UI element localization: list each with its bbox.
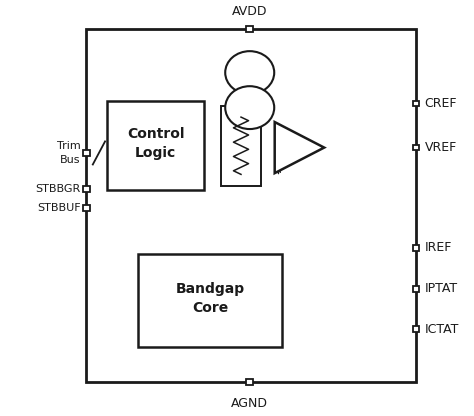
- Text: IPTAT: IPTAT: [425, 282, 458, 295]
- Bar: [413, 101, 419, 106]
- Bar: [138, 254, 282, 347]
- Text: STBBGR: STBBGR: [35, 184, 81, 194]
- Text: STBBUF: STBBUF: [37, 203, 81, 213]
- Text: Control: Control: [127, 127, 184, 141]
- Text: CREF: CREF: [425, 97, 457, 110]
- Bar: [246, 27, 253, 32]
- Bar: [86, 29, 416, 381]
- Bar: [83, 150, 90, 156]
- Bar: [83, 186, 90, 192]
- Bar: [413, 245, 419, 250]
- Text: AVDD: AVDD: [232, 5, 267, 18]
- Text: Core: Core: [192, 301, 228, 314]
- Bar: [221, 106, 261, 186]
- Polygon shape: [275, 122, 324, 173]
- Circle shape: [225, 86, 274, 129]
- Text: Logic: Logic: [135, 146, 176, 160]
- Bar: [413, 286, 419, 292]
- Bar: [246, 379, 253, 384]
- Text: ICTAT: ICTAT: [425, 323, 459, 336]
- Text: Trim: Trim: [57, 141, 81, 151]
- Circle shape: [225, 51, 274, 94]
- Bar: [108, 102, 204, 190]
- Text: Bus: Bus: [60, 155, 81, 166]
- Text: Bandgap: Bandgap: [175, 282, 245, 296]
- Bar: [83, 205, 90, 210]
- Text: IREF: IREF: [425, 241, 452, 254]
- Text: VREF: VREF: [425, 141, 457, 154]
- Text: AGND: AGND: [231, 397, 268, 410]
- Bar: [413, 145, 419, 151]
- Bar: [413, 327, 419, 332]
